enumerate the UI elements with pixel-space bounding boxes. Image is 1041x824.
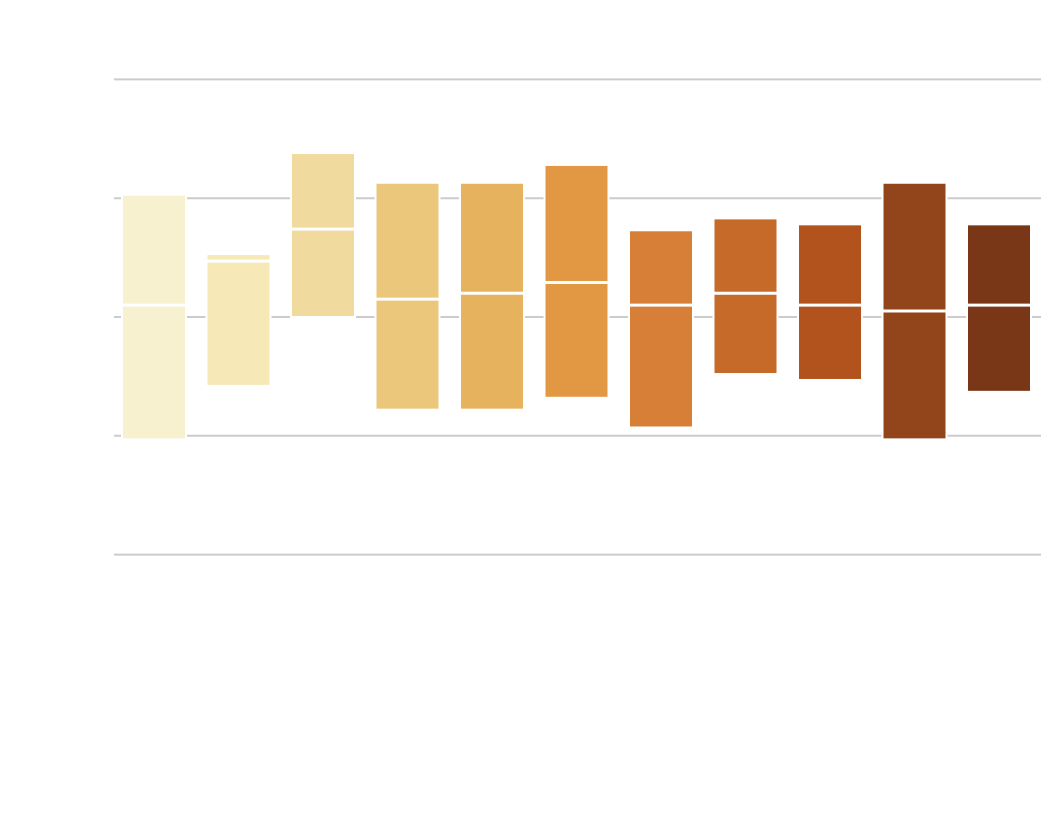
box-7 — [628, 229, 694, 429]
box-5 — [459, 181, 525, 411]
box-6 — [543, 163, 610, 399]
box-body-7 — [628, 229, 694, 429]
box-2 — [205, 253, 272, 387]
box-body-3 — [290, 152, 356, 318]
box-body-8 — [712, 217, 779, 376]
box-8 — [712, 217, 779, 376]
box-11 — [966, 223, 1032, 393]
box-body-2 — [205, 253, 272, 387]
box-body-9 — [797, 223, 863, 381]
box-body-5 — [459, 181, 525, 411]
box-4 — [374, 181, 441, 411]
box-layer — [121, 152, 1032, 441]
box-1 — [121, 193, 187, 441]
box-10 — [881, 181, 948, 441]
box-9 — [797, 223, 863, 381]
box-body-1 — [121, 193, 187, 441]
box-body-4 — [374, 181, 441, 411]
box-body-11 — [966, 223, 1032, 393]
box-3 — [290, 152, 356, 318]
